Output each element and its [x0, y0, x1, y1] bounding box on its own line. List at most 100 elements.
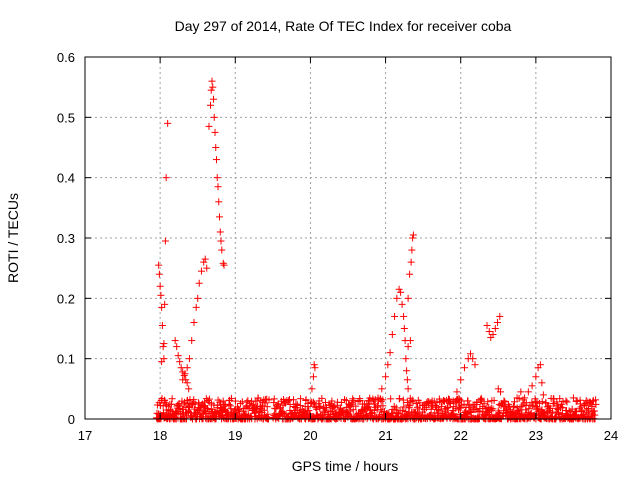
data-point	[391, 312, 399, 320]
data-point	[167, 400, 175, 408]
data-point	[538, 398, 546, 406]
data-point	[509, 403, 517, 411]
data-point	[302, 396, 310, 404]
data-point	[445, 395, 453, 403]
data-point	[174, 352, 182, 360]
data-point	[251, 409, 259, 417]
data-point	[402, 407, 410, 415]
data-point	[501, 402, 509, 410]
data-point	[409, 398, 417, 406]
x-tick-label: 21	[378, 428, 392, 443]
x-tick-label: 24	[604, 428, 618, 443]
data-point	[384, 361, 392, 369]
data-point	[219, 397, 227, 405]
data-point	[480, 400, 488, 408]
data-point	[491, 325, 499, 332]
data-point	[310, 361, 318, 369]
data-point	[395, 285, 403, 293]
data-point	[173, 409, 181, 417]
data-point	[214, 183, 222, 191]
data-point	[194, 294, 202, 302]
data-point	[220, 261, 228, 269]
data-point	[398, 407, 406, 415]
data-point	[546, 404, 554, 412]
data-point	[379, 402, 387, 410]
data-point	[171, 337, 179, 345]
y-tick-label: 0.2	[57, 291, 75, 306]
data-point	[158, 358, 166, 366]
data-point	[563, 398, 571, 406]
data-point	[415, 405, 423, 413]
data-point	[386, 349, 394, 357]
data-point	[494, 318, 502, 326]
data-point	[183, 364, 191, 372]
data-point	[203, 264, 211, 272]
data-point	[261, 399, 269, 407]
data-point	[584, 406, 592, 414]
data-point	[185, 355, 193, 363]
axis-ticks: 17 18 19 20 21 22 23 24 0 0.1 0.2 0.3 0.4 0.5 0.6	[57, 50, 618, 443]
data-point	[437, 403, 445, 411]
data-point	[400, 325, 408, 332]
x-tick-label: 23	[529, 428, 543, 443]
data-point	[456, 396, 464, 404]
data-point	[197, 267, 205, 275]
data-point	[524, 388, 532, 396]
x-tick-label: 22	[453, 428, 467, 443]
data-point	[155, 270, 163, 278]
data-point	[164, 119, 172, 127]
data-point	[338, 399, 346, 407]
data-point	[489, 331, 497, 339]
data-point	[457, 404, 465, 412]
data-point	[356, 396, 364, 404]
data-point	[471, 361, 479, 369]
data-point	[409, 231, 417, 239]
data-point	[200, 258, 208, 266]
data-point	[156, 282, 164, 290]
y-tick-label: 0.6	[57, 50, 75, 65]
data-point	[403, 367, 411, 375]
y-tick-label: 0.5	[57, 110, 75, 125]
data-point	[174, 401, 182, 409]
data-point	[158, 321, 166, 329]
data-point	[207, 86, 215, 94]
data-point	[213, 174, 221, 182]
data-point	[577, 403, 585, 411]
data-point	[186, 403, 194, 411]
data-point	[469, 355, 477, 363]
data-point	[155, 261, 163, 269]
chart-title: Day 297 of 2014, Rate Of TEC Index for r…	[175, 18, 512, 34]
data-point	[400, 403, 408, 411]
data-point	[478, 396, 486, 404]
data-point	[517, 403, 525, 411]
data-point	[311, 364, 319, 372]
data-point	[525, 405, 533, 413]
data-point	[554, 403, 562, 411]
data-point	[195, 279, 203, 287]
data-point	[449, 397, 457, 405]
data-point	[460, 364, 468, 372]
data-point	[398, 300, 406, 308]
data-point	[211, 128, 219, 136]
data-point	[374, 403, 382, 411]
y-axis-label: ROTI / TECUs	[5, 193, 21, 283]
data-point	[532, 397, 540, 405]
data-point	[466, 350, 474, 358]
data-point	[404, 385, 412, 393]
data-point	[217, 404, 225, 412]
data-point	[209, 95, 217, 103]
data-point	[176, 358, 184, 366]
data-point	[396, 395, 404, 403]
data-point	[481, 405, 489, 413]
data-point	[296, 402, 304, 410]
data-point	[489, 405, 497, 413]
data-point	[205, 122, 213, 130]
data-point	[488, 406, 496, 414]
data-point	[532, 373, 540, 381]
data-point	[162, 174, 170, 182]
data-point	[497, 388, 505, 396]
data-point	[572, 397, 580, 405]
data-point	[565, 407, 573, 415]
data-point	[413, 410, 421, 418]
data-point	[573, 397, 581, 405]
